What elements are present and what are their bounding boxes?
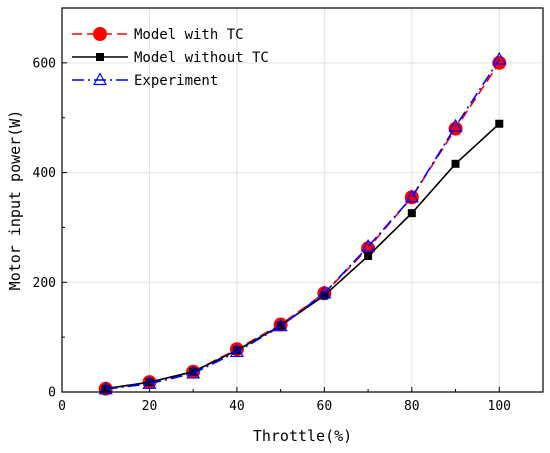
series-line bbox=[105, 123, 500, 390]
data-point bbox=[404, 189, 419, 203]
y-axis-title: Motor input power(W) bbox=[6, 110, 24, 291]
legend-label: Experiment bbox=[134, 73, 218, 89]
data-point bbox=[145, 378, 154, 387]
series-line bbox=[105, 59, 500, 391]
data-point bbox=[492, 55, 507, 70]
x-tick-label: 100 bbox=[488, 399, 511, 414]
data-point bbox=[364, 251, 373, 260]
legend-label: Model with TC bbox=[134, 27, 244, 43]
data-point bbox=[189, 367, 198, 376]
data-point bbox=[407, 209, 416, 218]
data-point bbox=[317, 285, 332, 299]
x-tick-label: 80 bbox=[404, 399, 420, 414]
series-layer bbox=[98, 51, 507, 396]
x-tick-label: 40 bbox=[229, 399, 245, 414]
legend-marker bbox=[96, 53, 104, 61]
axes: 0 20 40 60 80 100 0 200 400 600 bbox=[33, 56, 511, 414]
y-tick-label: 400 bbox=[33, 166, 56, 181]
x-tick-label: 0 bbox=[58, 399, 66, 414]
series-3 bbox=[98, 51, 507, 395]
data-point bbox=[98, 381, 113, 395]
x-axis-title: Throttle(%) bbox=[253, 427, 352, 445]
series-line bbox=[105, 62, 500, 390]
data-point bbox=[361, 238, 376, 252]
data-point bbox=[448, 118, 463, 132]
series-1 bbox=[98, 55, 507, 396]
legend-item: Model without TC bbox=[72, 50, 269, 66]
y-tick-label: 200 bbox=[33, 276, 56, 291]
series-2 bbox=[101, 119, 504, 393]
y-tick-label: 600 bbox=[33, 56, 56, 71]
legend-marker bbox=[92, 72, 108, 86]
legend-marker bbox=[93, 27, 107, 41]
y-tick-label: 0 bbox=[48, 386, 56, 401]
plot-frame bbox=[61, 7, 544, 393]
data-point bbox=[229, 344, 244, 358]
legend-item: Experiment bbox=[72, 72, 218, 89]
data-point bbox=[495, 119, 504, 128]
data-point bbox=[276, 321, 285, 330]
x-tick-label: 60 bbox=[317, 399, 333, 414]
grid bbox=[62, 8, 543, 392]
x-tick-label: 20 bbox=[142, 399, 158, 414]
data-point bbox=[186, 365, 201, 379]
legend-label: Model without TC bbox=[134, 50, 269, 66]
legend-item: Model with TC bbox=[72, 27, 244, 43]
data-point bbox=[320, 291, 329, 300]
legend: Model with TC Model without TC Experiment bbox=[72, 27, 269, 89]
data-point bbox=[232, 346, 241, 355]
data-point bbox=[451, 159, 460, 168]
data-point bbox=[273, 318, 288, 332]
data-point bbox=[492, 51, 507, 65]
